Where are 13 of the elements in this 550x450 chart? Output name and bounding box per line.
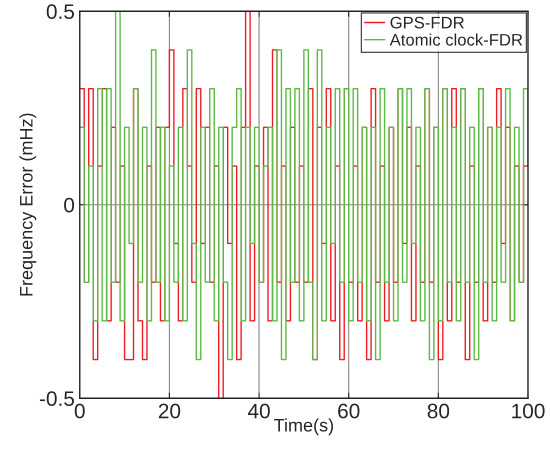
x-tick-label: 20 [158, 404, 180, 418]
y-tick-label: -0.5 [40, 391, 74, 406]
legend-label: GPS-FDR [390, 16, 464, 28]
x-tick-label: 100 [512, 404, 545, 418]
x-tick-label: 80 [428, 404, 450, 418]
x-tick-label: 60 [338, 404, 360, 418]
y-axis-title: Frequency Error (mHz) [19, 114, 36, 296]
y-tick-label: 0.5 [46, 4, 74, 20]
x-tick-label: 40 [248, 404, 270, 418]
legend-label: Atomic clock-FDR [390, 33, 522, 46]
x-tick-label: 0 [74, 404, 85, 418]
x-axis-title: Time(s) [274, 418, 334, 436]
y-tick-label: 0 [64, 198, 74, 213]
